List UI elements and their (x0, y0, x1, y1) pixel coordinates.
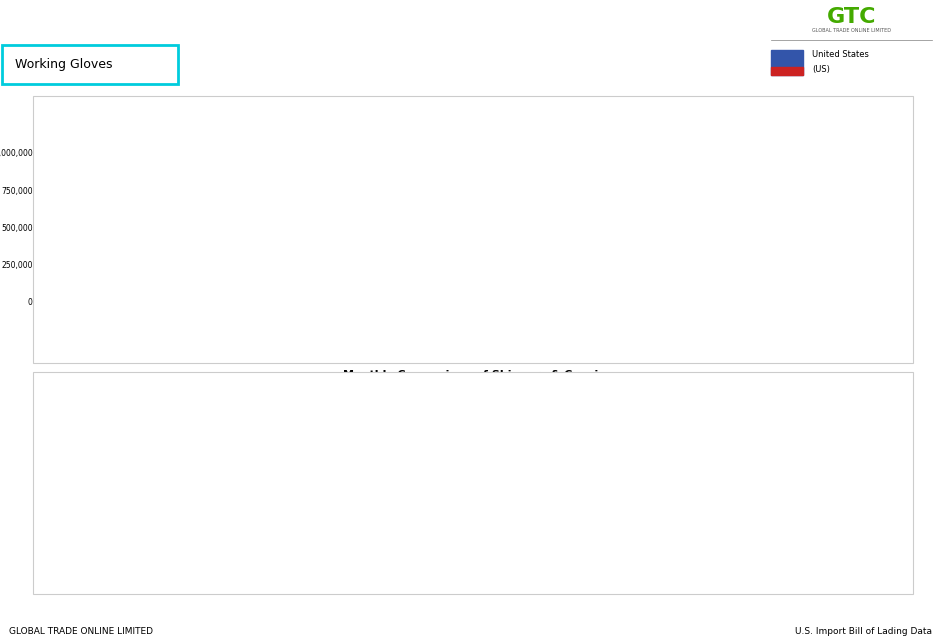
Bar (823, 162, 837, 302)
Bar (489, 459, 513, 539)
Text: GLOBAL TRADE ONLINE LIMITED: GLOBAL TRADE ONLINE LIMITED (812, 28, 891, 33)
Text: Working Gloves: Working Gloves (15, 58, 113, 71)
Text: rb12 - Monthly Trends of Chart Style with: rb12 - Monthly Trends of Chart Style wit… (11, 19, 431, 37)
Bar (276, 205, 289, 302)
Bar (885, 236, 899, 302)
Bar (183, 427, 206, 539)
Text: (US): (US) (812, 65, 830, 74)
Bar (131, 209, 144, 302)
Bar (446, 204, 459, 302)
Bar (89, 196, 103, 302)
Bar (589, 405, 612, 539)
Bar (159, 428, 183, 539)
Bar (244, 446, 267, 539)
FancyBboxPatch shape (2, 45, 178, 84)
Bar (405, 464, 428, 539)
Bar (405, 234, 418, 302)
Bar (612, 416, 635, 539)
Bar (48, 259, 61, 302)
Bar (844, 184, 857, 302)
Bar (550, 451, 574, 539)
Bar (527, 447, 550, 539)
Bar (425, 220, 439, 302)
Bar (720, 215, 733, 302)
Legend: 202012, 202101, 202102, 202103, 202104, 202105, 202106, 202107, 202108, 202109, : 202012, 202101, 202102, 202103, 202104, … (688, 334, 848, 356)
Bar (857, 481, 881, 539)
Bar (296, 218, 310, 302)
Bar (834, 474, 857, 539)
Bar (570, 197, 583, 302)
Text: United States: United States (812, 51, 869, 60)
Title: Monthly Comparison of Shippers & Consignees: Monthly Comparison of Shippers & Consign… (343, 370, 635, 380)
Bar (803, 151, 816, 302)
Bar (529, 167, 542, 302)
Bar (735, 455, 758, 539)
Legend: 202012, 202101, 202102, 202103, 202104, 202105, 202106, 202107, 202108, 202109, : 202012, 202101, 202102, 202103, 202104, … (99, 334, 259, 356)
Bar (367, 476, 390, 539)
Title: Monthly Trends of Weight: Monthly Trends of Weight (108, 126, 249, 136)
Bar (796, 453, 820, 539)
Bar (69, 175, 82, 302)
Bar (234, 172, 247, 302)
Text: U.S. Import Bill of Lading Data: U.S. Import Bill of Lading Data (794, 627, 932, 636)
Bar (98, 515, 121, 539)
Bar (865, 195, 878, 302)
Bar (773, 436, 796, 539)
Bar (110, 233, 123, 302)
Bar (637, 275, 650, 302)
Text: GLOBAL TRADE ONLINE LIMITED: GLOBAL TRADE ONLINE LIMITED (9, 627, 153, 636)
Bar (121, 519, 145, 539)
Title: Monthly Trends of TEU: Monthly Trends of TEU (411, 126, 535, 136)
Bar (214, 156, 227, 302)
Bar (306, 469, 328, 539)
Bar (771, 51, 804, 75)
Bar (508, 150, 521, 302)
Bar (711, 430, 735, 539)
Bar (487, 204, 501, 302)
Bar (467, 191, 480, 302)
Bar (221, 444, 244, 539)
Bar (658, 181, 671, 302)
Legend: No. of Shippers, No. of Consignees: No. of Shippers, No. of Consignees (774, 502, 889, 534)
Bar (428, 469, 452, 539)
Bar (678, 189, 692, 302)
Bar (343, 471, 367, 539)
Bar (152, 216, 165, 302)
Bar (650, 421, 673, 539)
Bar (343, 271, 356, 302)
Bar (363, 183, 376, 302)
Bar (384, 186, 397, 302)
Bar (172, 205, 185, 302)
Bar (699, 229, 712, 302)
Title: Monthly Trends of Shipments: Monthly Trends of Shipments (687, 126, 849, 136)
Text: GTC: GTC (827, 7, 876, 27)
Bar (782, 205, 795, 302)
Bar (550, 189, 563, 302)
Bar (255, 189, 268, 302)
Bar (761, 201, 774, 302)
Bar (771, 67, 804, 75)
Bar (673, 442, 696, 539)
Legend: 202012, 202101, 202102, 202103, 202104, 202105, 202106, 202107, 202108, 202109, : 202012, 202101, 202102, 202103, 202104, … (393, 334, 553, 356)
Bar (193, 191, 206, 302)
Bar (591, 232, 604, 302)
Bar (466, 450, 489, 539)
Bar (282, 467, 306, 539)
Bar (741, 198, 754, 302)
